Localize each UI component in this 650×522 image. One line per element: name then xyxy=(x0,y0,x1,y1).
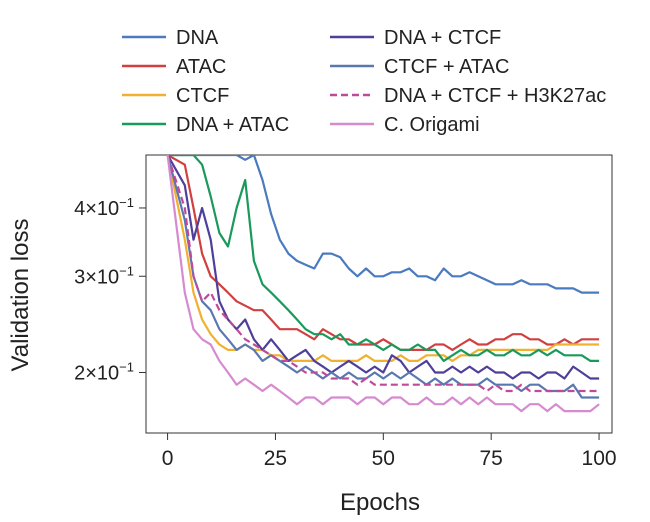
legend-label-ctcf-atac: CTCF + ATAC xyxy=(384,56,509,78)
series-line-ctcf xyxy=(166,155,600,362)
series-line-dna-atac xyxy=(167,155,600,362)
series-line-dna-ctcf-h3k27ac xyxy=(166,155,600,393)
x-axis-label: Epochs xyxy=(340,489,420,516)
x-tick-label: 50 xyxy=(372,447,395,470)
y-axis-label: Validation loss xyxy=(7,219,34,372)
data-lines xyxy=(166,155,600,413)
x-axis: 0 25 50 75 100 xyxy=(162,433,617,470)
x-tick-label: 100 xyxy=(582,447,617,470)
series-line-ctcf-atac xyxy=(166,155,600,399)
legend-label-ctcf: CTCF xyxy=(176,85,229,107)
legend-label-dna-ctcf: DNA + CTCF xyxy=(384,27,501,49)
legend-label-dna-atac: DNA + ATAC xyxy=(176,114,289,136)
series-line-c-origami xyxy=(166,155,600,413)
y-axis: 4×10−1 3×10−1 2×10−1 xyxy=(74,195,146,384)
series-line-atac xyxy=(167,155,600,351)
x-tick-label: 75 xyxy=(480,447,503,470)
legend: DNA ATAC CTCF DNA + ATAC DNA + CTCF CTCF + AT… xyxy=(122,27,606,136)
y-tick-label: 2×10−1 xyxy=(74,359,134,384)
x-tick-label: 0 xyxy=(162,447,174,470)
y-tick-label: 3×10−1 xyxy=(74,263,134,288)
series-line-dna-ctcf xyxy=(166,155,600,380)
plot-frame xyxy=(145,154,613,434)
legend-label-c-origami: C. Origami xyxy=(384,114,480,136)
legend-label-dna-ctcf-h3k27ac: DNA + CTCF + H3K27ac xyxy=(384,85,606,107)
legend-label-atac: ATAC xyxy=(176,56,226,78)
legend-label-dna: DNA xyxy=(176,27,219,49)
y-tick-label: 4×10−1 xyxy=(74,195,134,220)
series-line-dna xyxy=(167,155,600,294)
x-tick-label: 25 xyxy=(264,447,287,470)
